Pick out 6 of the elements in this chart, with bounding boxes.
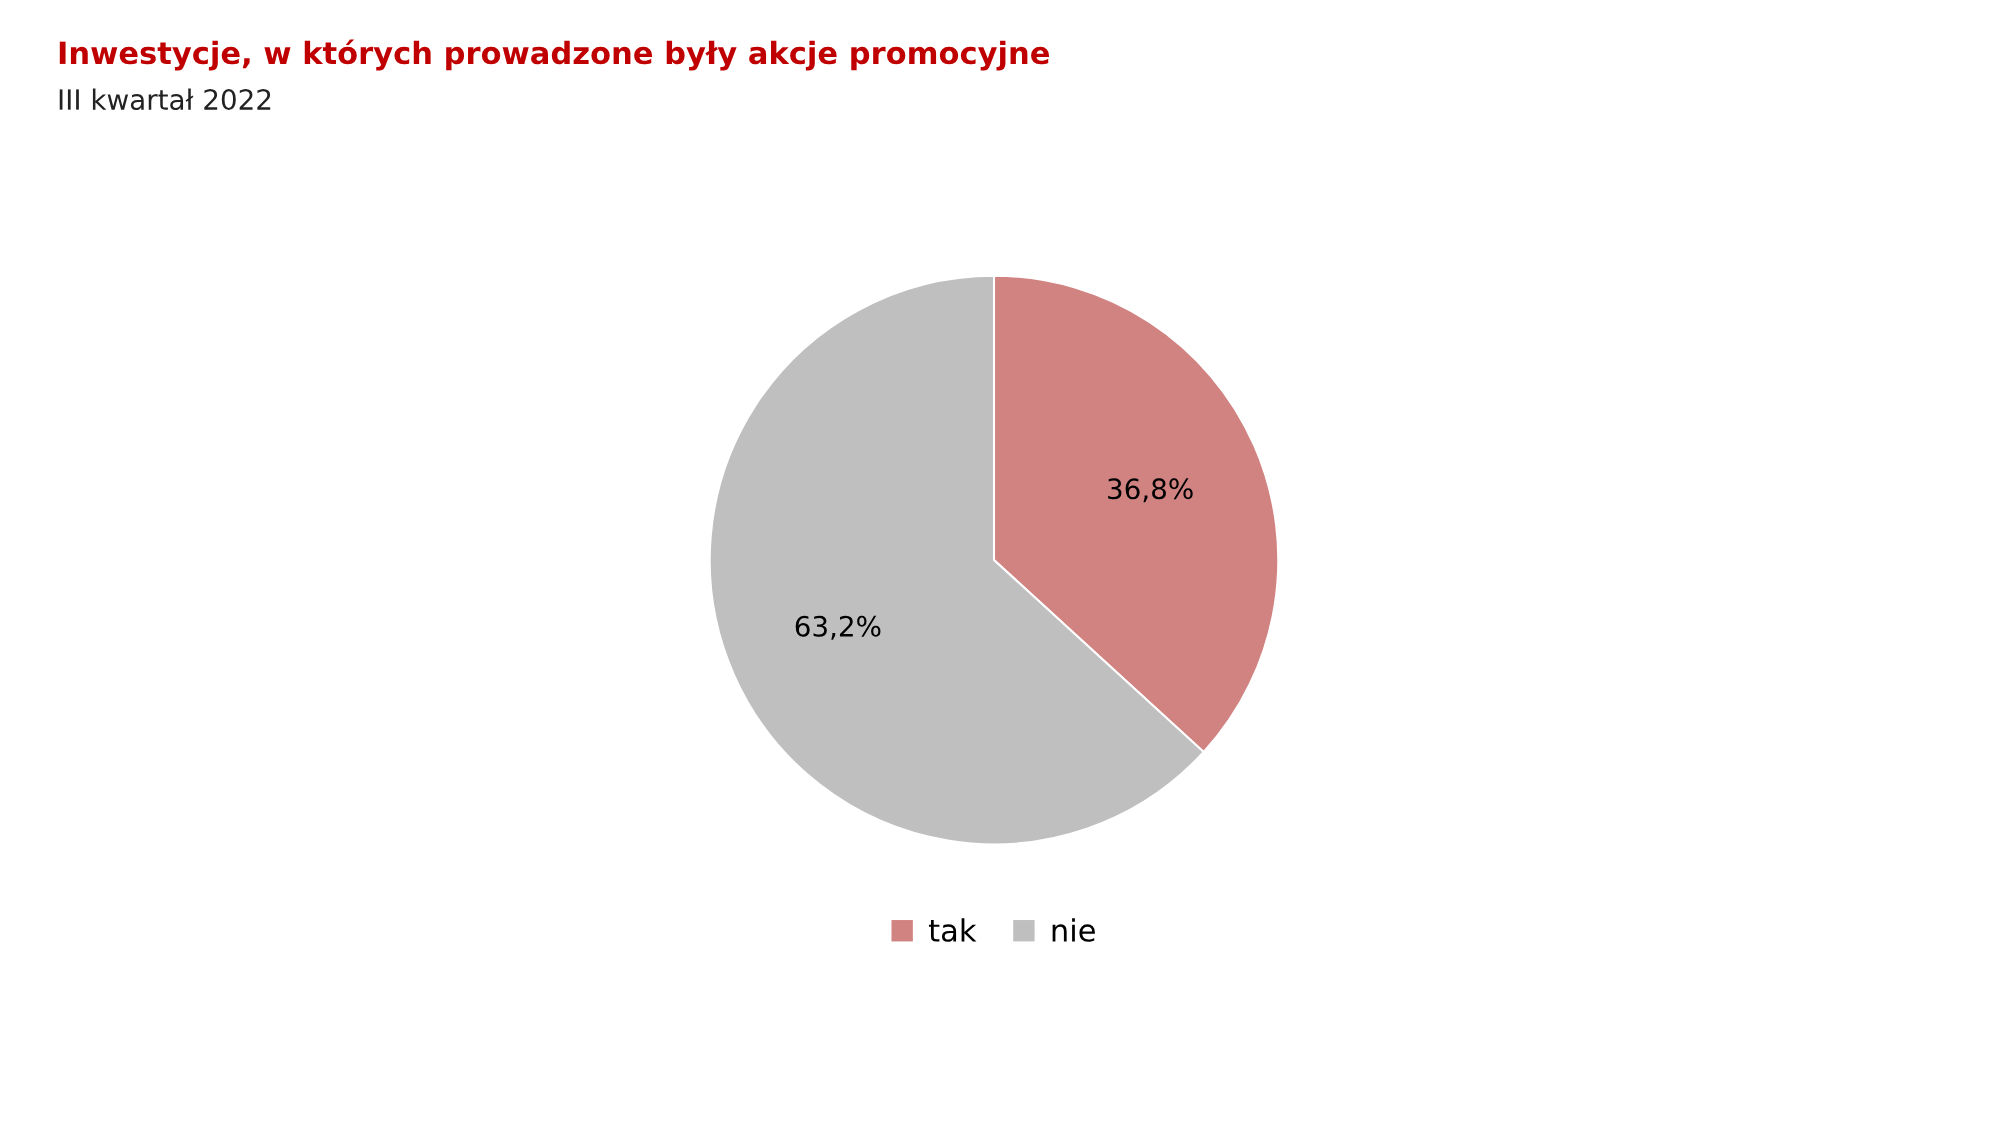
data-label: 63,2% — [795, 615, 881, 640]
legend-label: nie — [1052, 918, 1095, 942]
chart-title: Inwestycje, w których prowadzone były akcje promocyjne — [59, 39, 1049, 71]
data-label: 36,8% — [1108, 478, 1193, 503]
legend-label: tak — [928, 918, 977, 942]
text: III kwartał 2022 — [59, 88, 271, 111]
